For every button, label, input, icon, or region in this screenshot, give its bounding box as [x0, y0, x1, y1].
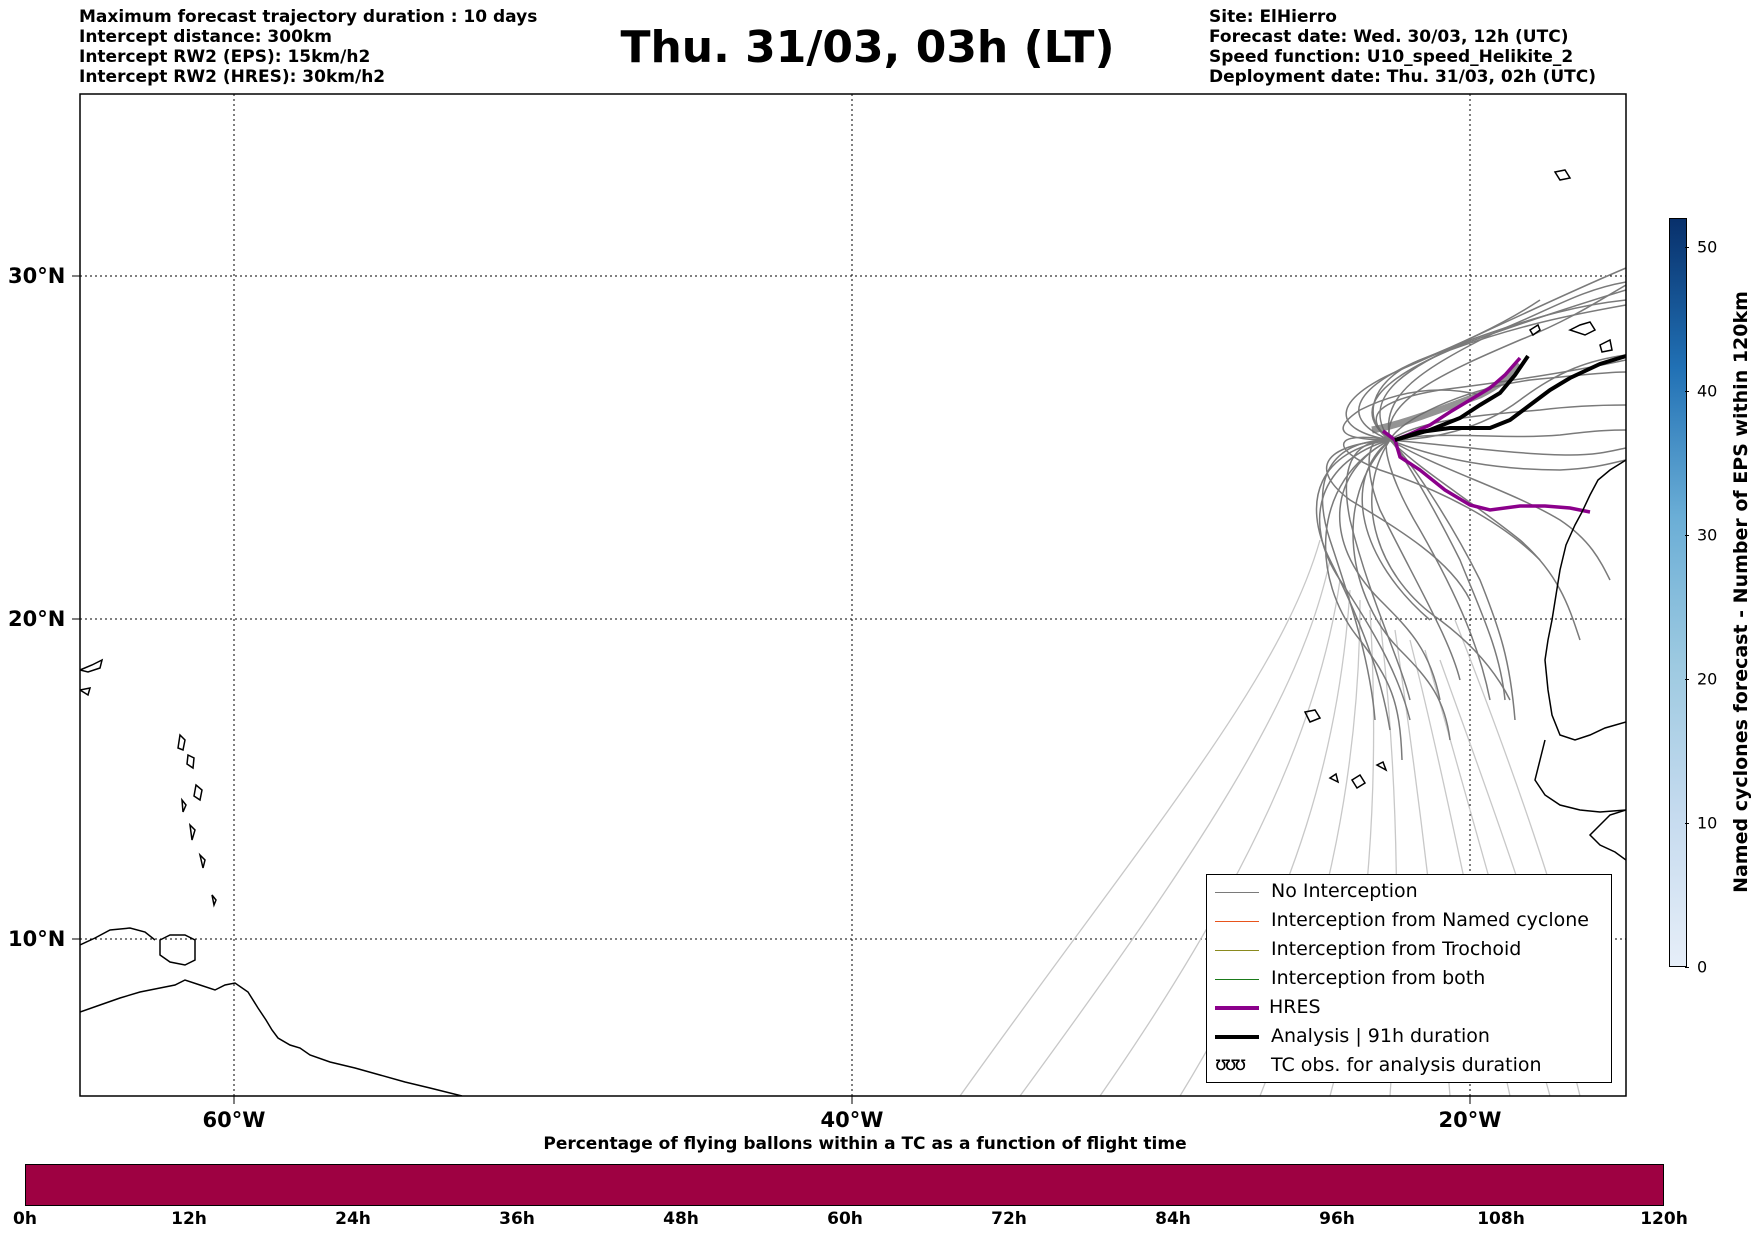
header-line-intercept-distance: Intercept distance: 300km	[79, 27, 332, 47]
colorbar-tickmark	[1685, 247, 1689, 248]
coastline-madeira	[1553, 169, 1572, 181]
legend-label: Analysis | 91h duration	[1271, 1025, 1490, 1047]
legend-label: Interception from both	[1271, 967, 1486, 989]
map-frame	[79, 93, 1627, 1097]
colorbar-axis-label: Named cyclones forecast - Number of EPS …	[1730, 291, 1752, 893]
legend-item-both: Interception from both	[1207, 964, 1611, 993]
colorbar-tick-0: 0	[1697, 957, 1708, 977]
coastline-trinidad	[159, 934, 196, 966]
header-line-rw2-hres: Intercept RW2 (HRES): 30km/h2	[79, 67, 386, 87]
legend-swatch-green	[1215, 978, 1259, 980]
coastline-south-america	[80, 979, 463, 1096]
colorbar-tickmark	[1685, 391, 1689, 392]
legend-swatch-gray	[1215, 891, 1259, 893]
flight-time-tick: 12h	[171, 1209, 207, 1229]
colorbar-tickmark	[1685, 823, 1689, 824]
lat-label-30n: 30°N	[8, 264, 66, 288]
legend-label: Interception from Trochoid	[1271, 938, 1522, 960]
header-line-rw2-eps: Intercept RW2 (EPS): 15km/h2	[79, 47, 371, 67]
coastlines	[80, 169, 1626, 1096]
header-info-right: Site: ElHierro Forecast date: Wed. 30/03…	[1209, 7, 1596, 87]
legend-item-tc-obs: ʊʊʊ TC obs. for analysis duration	[1207, 1051, 1611, 1080]
lon-label-60w: 60°W	[202, 1108, 266, 1132]
analysis-track	[1394, 354, 1626, 442]
flight-time-tick: 96h	[1319, 1209, 1355, 1229]
colorbar-tickmark	[1685, 679, 1689, 680]
cyclone-count-colorbar	[1669, 218, 1687, 967]
colorbar-tick-20: 20	[1697, 669, 1718, 689]
colorbar-tick-10: 10	[1697, 813, 1718, 833]
map-tick-marks	[72, 275, 1471, 1104]
flight-time-tick: 24h	[335, 1209, 371, 1229]
colorbar-tick-50: 50	[1697, 237, 1718, 257]
flight-time-tick: 36h	[499, 1209, 535, 1229]
legend-item-no-interception: No Interception	[1207, 877, 1611, 906]
lat-label-10n: 10°N	[8, 927, 66, 951]
coastline-cape-verde	[1303, 709, 1388, 790]
no-interception-tracks	[1315, 267, 1626, 761]
legend-label: HRES	[1269, 996, 1321, 1018]
flight-time-tick: 108h	[1477, 1209, 1525, 1229]
legend-item-analysis: Analysis | 91h duration	[1207, 1022, 1611, 1051]
flight-time-tick: 0h	[13, 1209, 37, 1229]
legend: No Interception Interception from Named …	[1206, 874, 1612, 1083]
flight-time-tick: 48h	[663, 1209, 699, 1229]
colorbar-tickmark	[1685, 967, 1689, 968]
legend-swatch-black	[1215, 1034, 1259, 1039]
legend-label: Interception from Named cyclone	[1271, 909, 1589, 931]
flight-time-tick: 120h	[1640, 1209, 1688, 1229]
coastline-west-africa-bulge	[1534, 739, 1626, 813]
cyclone-symbol-icon: ʊʊʊ	[1215, 1053, 1246, 1075]
legend-swatch-orange	[1215, 920, 1259, 922]
legend-swatch-olive	[1215, 949, 1259, 951]
header-line-speed-function: Speed function: U10_speed_Helikite_2	[1209, 47, 1574, 67]
header-info-left: Maximum forecast trajectory duration : 1…	[79, 7, 537, 87]
header-line-forecast-date: Forecast date: Wed. 30/03, 12h (UTC)	[1209, 27, 1569, 47]
legend-label: TC obs. for analysis duration	[1271, 1054, 1542, 1076]
flight-time-tick: 72h	[991, 1209, 1027, 1229]
coastline-lesser-antilles	[177, 733, 217, 908]
flight-time-colorbar-title: Percentage of flying ballons within a TC…	[543, 1134, 1187, 1154]
lat-label-20n: 20°N	[8, 607, 66, 631]
page-title: Thu. 31/03, 03h (LT)	[620, 22, 1115, 73]
legend-label: No Interception	[1271, 880, 1418, 902]
legend-swatch-purple	[1215, 1005, 1259, 1010]
lon-label-20w: 20°W	[1438, 1108, 1502, 1132]
coastline-africa	[1544, 459, 1626, 741]
colorbar-tickmark	[1685, 535, 1689, 536]
header-line-deployment-date: Deployment date: Thu. 31/03, 02h (UTC)	[1209, 67, 1596, 87]
flight-time-tick: 60h	[827, 1209, 863, 1229]
header-line-max-duration: Maximum forecast trajectory duration : 1…	[79, 7, 538, 27]
lon-label-40w: 40°W	[820, 1108, 884, 1132]
hres-track-lower	[1381, 429, 1591, 514]
legend-item-hres: HRES	[1207, 993, 1611, 1022]
coastline-venezuela-north	[80, 927, 156, 946]
flight-time-colorbar	[25, 1164, 1664, 1206]
colorbar-tick-40: 40	[1697, 381, 1718, 401]
header-line-site: Site: ElHierro	[1209, 7, 1337, 27]
analysis-track-north	[1394, 354, 1530, 442]
coastline-west-africa-south	[1588, 809, 1626, 861]
colorbar-tick-30: 30	[1697, 525, 1718, 545]
flight-time-tick: 84h	[1155, 1209, 1191, 1229]
legend-item-trochoid: Interception from Trochoid	[1207, 935, 1611, 964]
coastline-canary-islands	[1528, 321, 1613, 353]
legend-item-named-cyclone: Interception from Named cyclone	[1207, 906, 1611, 935]
coastline-hispaniola-fragment	[80, 658, 104, 697]
